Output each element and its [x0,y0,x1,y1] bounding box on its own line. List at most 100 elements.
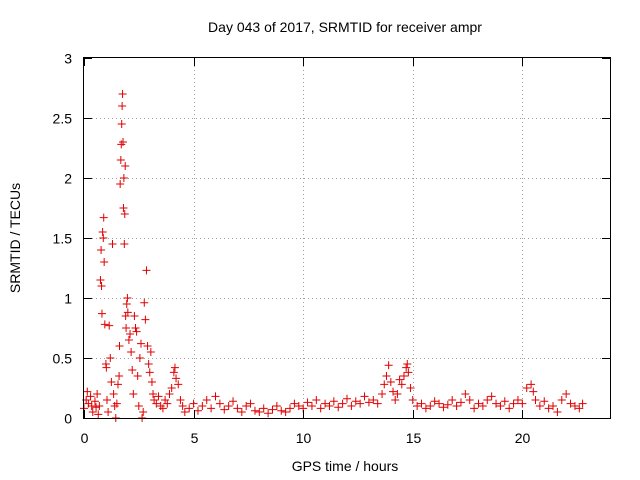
data-point [132,327,141,336]
data-point [97,309,106,318]
data-point [107,378,116,386]
data-point [578,399,587,408]
data-point [384,361,393,370]
data-point [237,408,246,416]
x-tick-label: 5 [191,430,199,446]
data-point [233,404,242,413]
data-point [272,402,281,410]
data-point [105,321,114,330]
data-point [147,378,156,386]
data-point [161,396,170,404]
data-point [544,404,553,413]
data-point [557,396,566,404]
data-point [513,396,522,404]
data-point [128,366,137,374]
data-point [86,392,95,401]
data-point [496,402,505,410]
data-point [343,394,351,403]
data-point [99,213,108,222]
data-point [115,372,124,380]
data-point [277,406,286,415]
data-point [97,282,106,290]
data-point [97,246,106,254]
data-point [347,402,356,410]
data-point [303,398,312,407]
data-point [470,404,479,413]
data-point [329,397,338,406]
data-point [100,258,109,266]
data-point [325,402,334,410]
data-point [478,402,487,410]
data-point [413,402,422,410]
data-point [294,402,303,410]
data-point [465,396,474,404]
data-point [96,276,105,284]
data-point [118,90,127,98]
data-point [163,399,172,408]
x-axis-label: GPS time / hours [292,458,399,474]
y-tick-label: 0.5 [53,351,73,367]
data-point [130,312,139,320]
grid-layer [84,58,610,418]
data-point [448,396,457,404]
data-point [106,354,115,362]
data-point [421,404,430,413]
data-point [334,403,343,412]
data-point [566,399,575,408]
data-point [404,368,413,377]
data-point [133,372,142,380]
data-point [207,404,216,413]
data-point [123,294,132,302]
data-point [527,380,536,389]
data-point [246,399,255,408]
data-point [229,397,238,406]
data-point [312,396,321,404]
data-point [141,315,150,324]
data-point [406,384,415,392]
data-point [118,102,127,110]
data-point [121,312,130,320]
data-point [402,363,411,372]
data-point [575,404,584,413]
data-point [176,396,185,404]
data-point [531,396,540,404]
data-point [124,336,133,344]
data-point [529,387,538,396]
data-point [142,266,151,275]
data-point [570,402,579,410]
data-point [119,204,128,212]
data-point [474,399,483,408]
data-point [127,348,136,356]
data-point [399,372,408,380]
data-point [140,298,149,307]
data-point [103,396,112,404]
data-point [146,348,155,356]
data-point [255,408,264,416]
data-point [338,399,347,408]
data-point [154,392,163,401]
data-point [259,404,268,413]
data-point [391,396,400,404]
data-point [395,375,404,384]
data-point [443,400,452,409]
chart-title: Day 043 of 2017, SRMTID for receiver amp… [208,19,482,35]
data-point [158,404,167,413]
data-point [88,408,97,416]
data-point [116,180,125,188]
data-point [215,399,224,408]
data-point [380,380,389,389]
data-point [98,228,107,236]
data-point [112,399,121,408]
data-point [116,156,125,164]
data-point [122,300,131,308]
data-point [95,402,104,410]
data-point [435,399,444,408]
data-point [94,410,103,419]
plot-frame [83,57,611,419]
y-tick-label: 3 [64,51,72,67]
data-point [281,408,290,416]
data-point [220,405,229,414]
data-point [242,402,251,410]
data-point [145,368,154,377]
